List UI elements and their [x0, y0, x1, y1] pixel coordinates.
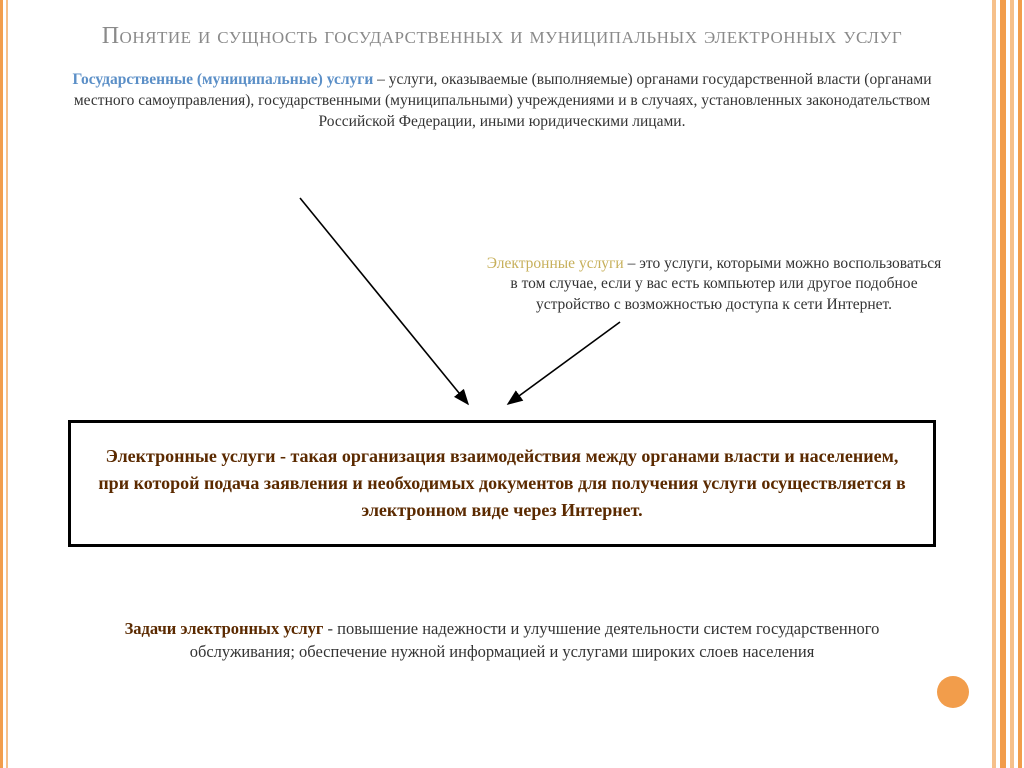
- slide-title: Понятие и сущность государственных и мун…: [30, 20, 974, 52]
- accent-bar-left-2: [6, 0, 8, 768]
- slide-content: Понятие и сущность государственных и мун…: [30, 20, 974, 748]
- main-definition-box: Электронные услуги - такая организация в…: [68, 420, 936, 547]
- arrow-2: [508, 322, 620, 404]
- definition-electronic-services: Электронные услуги – это услуги, которым…: [484, 254, 944, 317]
- definition-government-services: Государственные (муниципальные) услуги –…: [50, 70, 954, 133]
- accent-bar-right-4: [1018, 0, 1022, 768]
- accent-bar-left-1: [0, 0, 3, 768]
- tasks-lead: Задачи электронных услуг: [125, 619, 324, 638]
- accent-bar-right-3: [1010, 0, 1014, 768]
- accent-dot: [937, 676, 969, 708]
- main-definition-text: Электронные услуги - такая организация в…: [98, 446, 905, 520]
- arrow-1: [300, 198, 468, 404]
- definition-1-lead: Государственные (муниципальные) услуги: [72, 71, 373, 88]
- accent-bar-right-2: [1000, 0, 1006, 768]
- tasks-paragraph: Задачи электронных услуг - повышение над…: [90, 617, 914, 665]
- accent-bar-right-1: [992, 0, 996, 768]
- definition-2-lead: Электронные услуги: [487, 255, 624, 272]
